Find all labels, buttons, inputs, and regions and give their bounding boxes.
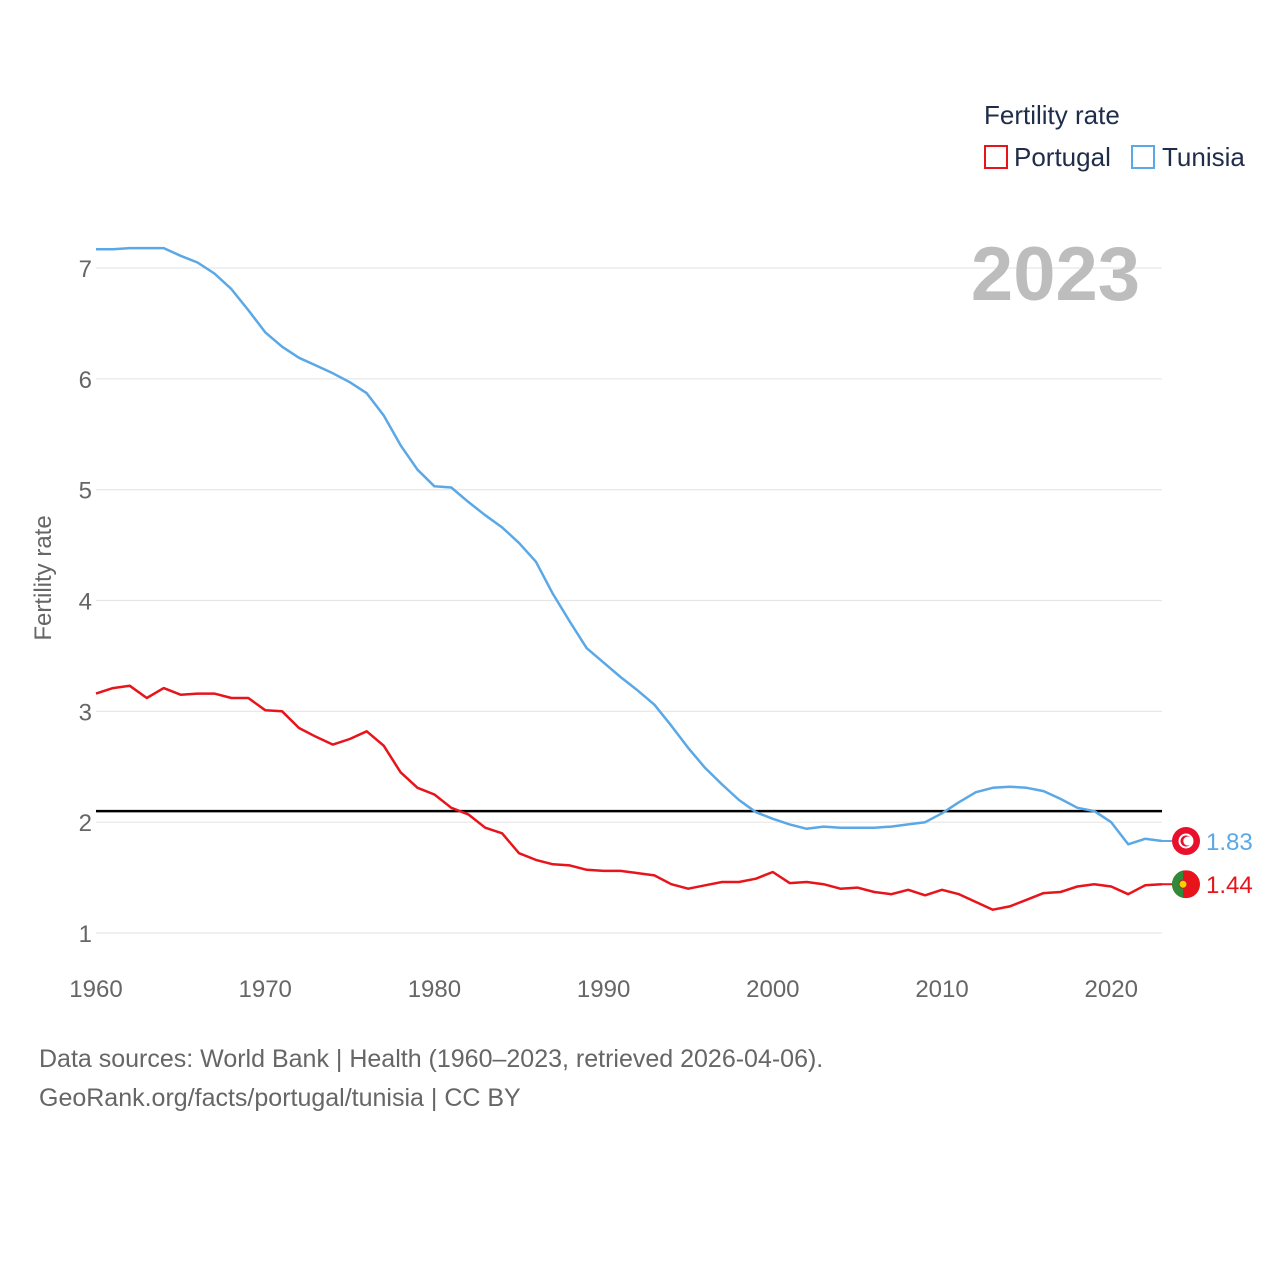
y-tick-label: 6 bbox=[79, 367, 92, 394]
x-tick-label: 1990 bbox=[577, 976, 630, 1003]
x-tick-label: 1970 bbox=[239, 976, 292, 1003]
legend-swatch-tunisia[interactable] bbox=[1131, 145, 1155, 169]
legend: Fertility rate Portugal Tunisia bbox=[984, 100, 1245, 172]
end-label-tunisia: 1.83 bbox=[1206, 829, 1253, 856]
series bbox=[95, 246, 1172, 911]
x-tick-label: 1960 bbox=[69, 976, 122, 1003]
x-tick-label: 2010 bbox=[915, 976, 968, 1003]
legend-title: Fertility rate bbox=[984, 100, 1120, 130]
x-tick-label: 2020 bbox=[1085, 976, 1138, 1003]
legend-swatch-portugal[interactable] bbox=[984, 145, 1008, 169]
y-tick-label: 4 bbox=[79, 589, 92, 616]
legend-label-portugal[interactable]: Portugal bbox=[1014, 142, 1111, 172]
series-line-tunisia[interactable] bbox=[96, 246, 1163, 846]
y-tick-label: 5 bbox=[79, 478, 92, 505]
y-tick-label: 3 bbox=[79, 699, 92, 726]
y-axis-ticks: 1 2 3 4 5 6 7 bbox=[79, 256, 92, 948]
year-label: 2023 bbox=[971, 232, 1140, 317]
portugal-flag-icon bbox=[1172, 870, 1200, 899]
source-note: Data sources: World Bank | Health (1960–… bbox=[39, 1045, 824, 1073]
y-tick-label: 7 bbox=[79, 256, 92, 283]
y-tick-label: 1 bbox=[79, 921, 92, 948]
legend-label-tunisia[interactable]: Tunisia bbox=[1162, 142, 1245, 172]
series-line-portugal[interactable] bbox=[95, 684, 1163, 911]
source-link[interactable]: GeoRank.org/facts/portugal/tunisia | CC … bbox=[39, 1084, 521, 1112]
x-axis-ticks: 1960 1970 1980 1990 2000 2010 2020 bbox=[69, 976, 1138, 1003]
grid bbox=[96, 267, 1162, 934]
y-axis-label: Fertility rate bbox=[30, 515, 57, 640]
x-tick-label: 1980 bbox=[408, 976, 461, 1003]
tunisia-flag-icon bbox=[1172, 827, 1200, 856]
y-tick-label: 2 bbox=[79, 810, 92, 837]
x-tick-label: 2000 bbox=[746, 976, 799, 1003]
end-label-portugal: 1.44 bbox=[1206, 872, 1253, 899]
